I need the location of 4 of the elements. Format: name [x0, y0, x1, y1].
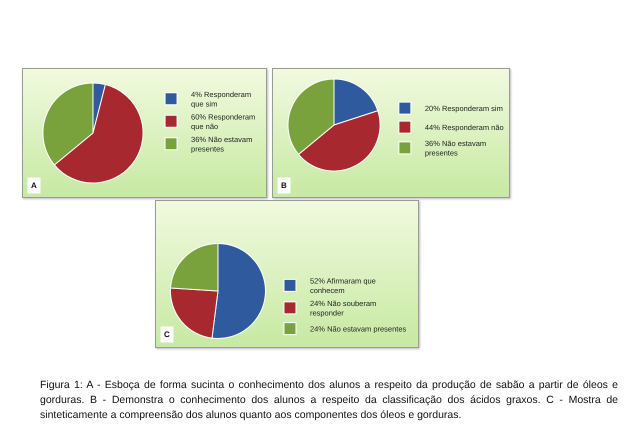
text: Figura 1: A - Esboça de forma sucinta o conhecimento dos alunos a respeito da produção de sabão a partir de óleos e gorduras. B - Demonstra o conhecimento dos alunos a respeito da classificação dos ácidos graxos. C - Mostra de sinteticamente a compreensão dos alunos quanto aos componentes dos óleos e gorduras.	[40, 378, 618, 423]
text: C	[164, 330, 170, 339]
text: B	[281, 181, 287, 190]
text: A	[31, 181, 37, 190]
